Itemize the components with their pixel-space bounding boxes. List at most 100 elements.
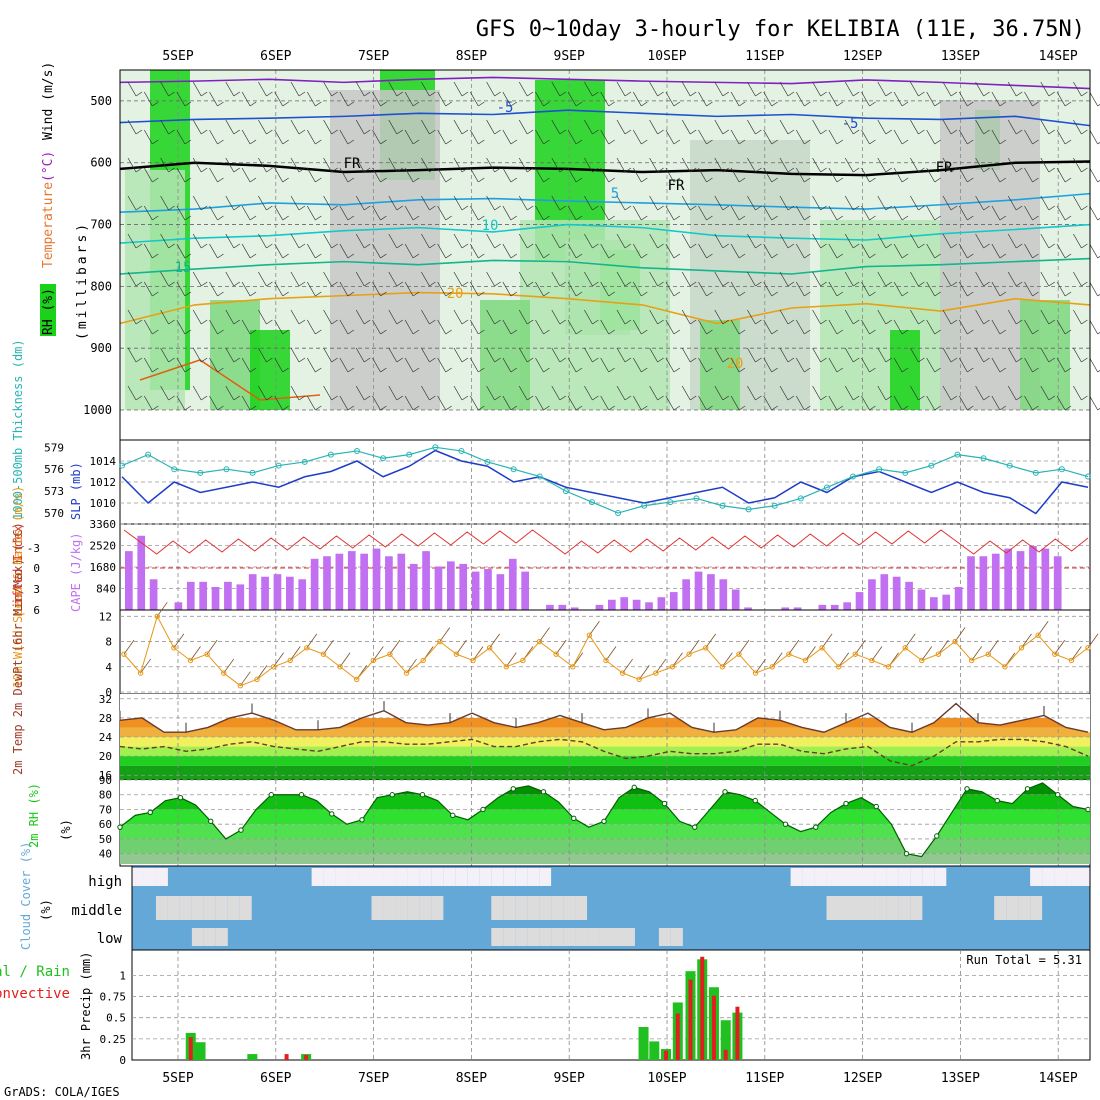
thickness-tick: 570 [44, 507, 64, 520]
wind-barb [535, 91, 544, 107]
cloud-high-cell [132, 868, 144, 886]
wind-barb-flag [135, 319, 143, 325]
wind-barb-flag [478, 367, 485, 373]
wind-barb-flag [331, 205, 338, 211]
wind-barb-flag [494, 319, 501, 325]
wind-barb-flag [461, 281, 469, 287]
wind-barb [958, 205, 968, 221]
wind-barb-flag [575, 253, 583, 259]
wind-barb [1024, 357, 1033, 373]
rh-point [813, 824, 819, 830]
wind-barb-flag [690, 319, 697, 325]
cloud-high-cell [539, 868, 552, 886]
wind-barb [192, 81, 202, 97]
cape-bar [843, 602, 851, 610]
pressure-tick: 500 [90, 94, 112, 108]
wind10m-barb [904, 633, 916, 649]
wind-barb-flag [999, 177, 1007, 183]
cloud-middle-cell [227, 896, 240, 920]
wind-barb [926, 129, 936, 145]
cape-bar [608, 599, 616, 610]
cape-bar [186, 581, 195, 610]
wind-barb-flag [1081, 357, 1088, 363]
wind-barb [1056, 129, 1066, 145]
temperature-label: Temperature [41, 182, 56, 268]
wind-barb-flag [249, 215, 257, 221]
wind-barb-flag [755, 281, 762, 287]
wind-barb [763, 281, 773, 297]
wind-tick: 4 [105, 661, 112, 674]
thickness-point [823, 484, 830, 491]
rh-point [419, 792, 426, 798]
wind-barb-flag [364, 319, 371, 325]
wind-barb [844, 347, 854, 363]
contour-label: 5 [611, 186, 619, 202]
wind-barb [991, 129, 1001, 145]
cape-tick: 840 [96, 583, 116, 596]
wind-barb [355, 119, 365, 135]
wind-barb-flag [885, 357, 892, 363]
wind-barb [1073, 385, 1082, 401]
wind10m-barb [206, 639, 218, 655]
slp-tick: 1014 [90, 455, 117, 468]
wind-barb [665, 129, 675, 145]
cape-bar [570, 607, 579, 610]
wind-speed-point [902, 645, 908, 651]
wind-barb [828, 91, 838, 107]
cloud-high-cell [934, 868, 947, 886]
precip-total-bar [649, 1041, 660, 1060]
wind10m-barb [622, 658, 633, 674]
wind-barb-flag [706, 139, 713, 145]
dewpt-line [119, 738, 1089, 767]
wind-barb-flag [983, 91, 990, 97]
wind-barb-flag [217, 329, 224, 335]
wind-barb [437, 319, 447, 335]
wind-barb-flag [152, 101, 159, 107]
wind-barb [763, 395, 773, 411]
precip-legend-conv: Convective [0, 986, 70, 1002]
thickness-point [275, 462, 282, 469]
isotherm-line [119, 257, 1091, 275]
wind-barb-flag [1064, 139, 1072, 145]
wind-barb [535, 243, 544, 259]
wind-barb [779, 309, 789, 325]
wind-speed-point [437, 638, 443, 645]
wind-barb-flag [869, 253, 876, 259]
precip-conv-bar [304, 1054, 309, 1060]
wind-barb [225, 81, 235, 97]
wind10m-barb [472, 646, 484, 661]
wind-barb-flag [1097, 256, 1100, 259]
millibars-label: (millibars) [75, 221, 90, 340]
cape-bar [546, 604, 554, 610]
wind-barb [616, 119, 626, 135]
wind-barb [404, 91, 414, 107]
wind-barb-flag [494, 395, 501, 401]
wind-barb-flag [266, 129, 273, 135]
wind-speed-line [123, 614, 1089, 687]
wind-barb [910, 233, 919, 249]
wind-barb-flag [152, 367, 159, 373]
precip-total-bar [195, 1042, 206, 1060]
wind-barb [877, 233, 887, 249]
wind10m-barb [805, 646, 816, 661]
wind-barb-flag [690, 167, 697, 173]
cape-bar [868, 579, 876, 610]
rh-point [268, 792, 274, 798]
wind-barb [535, 205, 544, 221]
rh-tick: 60 [99, 818, 112, 831]
wind-barb [926, 357, 936, 373]
cloud-high-cell [419, 868, 432, 886]
wind-barb-flag [559, 167, 566, 173]
wind-barb-flag [233, 281, 240, 287]
wind-barb [404, 167, 414, 183]
wind-barb-flag [690, 91, 697, 97]
cape-bar [224, 581, 232, 610]
rh-point [601, 818, 607, 824]
wind-barb-flag [298, 243, 306, 249]
cloud-middle-cell [503, 896, 516, 920]
date-label-top: 12SEP [843, 49, 882, 64]
wind-barb-flag [820, 91, 827, 97]
wind-barb [1089, 395, 1099, 411]
contour-label: -5 [842, 116, 859, 132]
wind-barb-flag [690, 357, 697, 363]
